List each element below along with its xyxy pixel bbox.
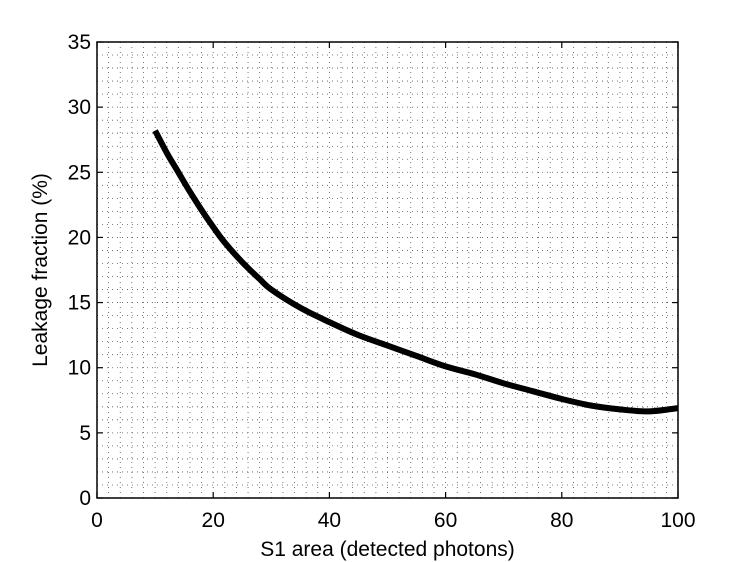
grid: [97, 42, 678, 498]
y-tick-label: 30: [68, 96, 91, 119]
y-tick-labels: 0 5 10 15 20 25 30 35: [68, 31, 91, 510]
y-tick-label: 20: [68, 226, 91, 249]
y-tick-label: 35: [68, 31, 91, 54]
y-tick-label: 5: [79, 422, 91, 445]
y-tick-label: 10: [68, 357, 91, 380]
leakage-curve: [152, 129, 679, 415]
y-tick-label: 0: [79, 487, 91, 510]
x-tick-label: 0: [91, 509, 103, 532]
x-tick-label: 80: [550, 509, 573, 532]
x-tick-labels: 0 20 40 60 80 100: [91, 509, 695, 532]
y-tick-label: 25: [68, 161, 91, 184]
y-tick-label: 15: [68, 292, 91, 315]
x-tick-label: 40: [318, 509, 341, 532]
x-tick-label: 20: [202, 509, 225, 532]
x-axis-label: S1 area (detected photons): [260, 538, 515, 561]
x-tick-label: 100: [660, 509, 695, 532]
plot-frame: [96, 41, 679, 499]
x-tick-label: 60: [434, 509, 457, 532]
tick-marks: [96, 41, 679, 499]
y-axis-label: Leakage fraction (%): [29, 173, 52, 367]
